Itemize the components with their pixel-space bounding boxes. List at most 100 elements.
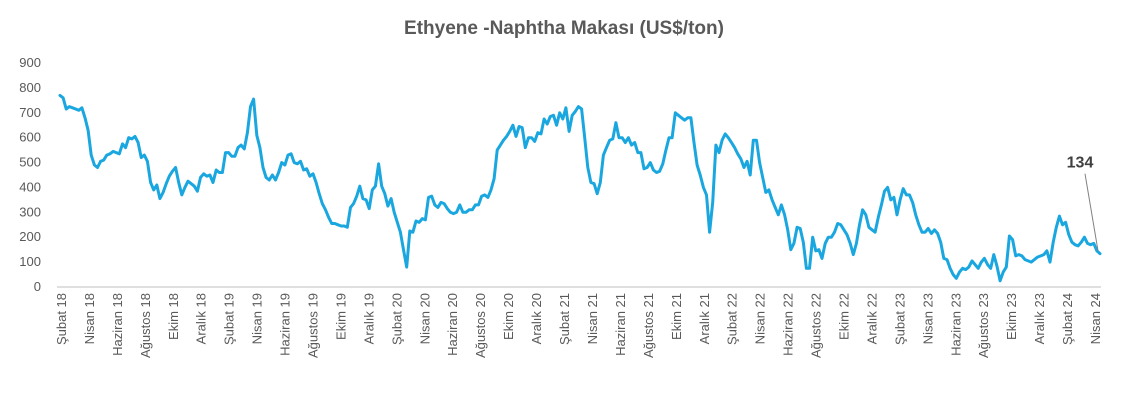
data-point	[433, 203, 436, 207]
data-point	[99, 160, 102, 163]
y-tick-label: 700	[19, 105, 41, 120]
data-point	[923, 231, 927, 234]
data-point	[555, 124, 558, 127]
data-point	[833, 231, 836, 234]
data-point	[489, 188, 493, 192]
data-point	[118, 152, 121, 155]
data-point	[955, 277, 958, 280]
data-point	[402, 248, 405, 251]
data-point	[942, 257, 945, 260]
data-point	[592, 182, 596, 185]
data-point	[736, 152, 739, 155]
x-axis-labels: Şubat 18 Nisan 18 Haziran 18 Ağustos 18 Ekim…	[54, 293, 1103, 358]
data-point	[236, 146, 240, 149]
data-point	[283, 163, 287, 167]
data-point	[792, 242, 796, 245]
data-point	[358, 185, 361, 188]
data-point	[661, 162, 664, 165]
data-point	[421, 217, 424, 220]
x-tick-label: Şubat 19	[222, 293, 237, 345]
x-tick-label: Aralık 18	[194, 293, 209, 344]
data-point	[658, 170, 661, 173]
data-point	[215, 168, 218, 172]
data-point	[883, 190, 886, 193]
x-tick-label: Ağustos 19	[306, 293, 321, 358]
data-point	[783, 213, 786, 216]
data-point	[492, 177, 496, 180]
data-point	[230, 155, 233, 158]
data-point	[667, 136, 671, 139]
data-point	[827, 236, 830, 239]
data-point	[692, 141, 696, 144]
data-point	[867, 226, 871, 229]
data-point	[480, 195, 483, 198]
data-point	[917, 223, 921, 226]
data-point	[855, 242, 858, 245]
data-point	[58, 94, 62, 97]
data-point	[539, 132, 543, 136]
data-point	[264, 176, 268, 179]
y-tick-label: 800	[19, 80, 41, 95]
data-point	[171, 170, 174, 173]
data-points	[58, 94, 1102, 282]
data-point	[811, 236, 814, 239]
data-point	[249, 105, 252, 108]
y-tick-label: 200	[19, 229, 41, 244]
data-point	[424, 218, 427, 221]
data-point	[608, 139, 611, 142]
data-point	[514, 135, 518, 138]
data-point	[274, 178, 277, 182]
data-point	[864, 213, 867, 216]
data-point	[549, 115, 552, 118]
data-point	[483, 193, 486, 197]
data-point	[127, 136, 130, 139]
data-point	[383, 192, 386, 195]
data-point	[714, 143, 718, 147]
x-tick-label: Haziran 23	[948, 293, 963, 356]
data-point	[845, 233, 849, 236]
data-point	[349, 206, 352, 209]
data-point	[140, 156, 143, 159]
data-point	[589, 181, 593, 184]
x-tick-label: Haziran 20	[445, 293, 460, 356]
data-point	[93, 163, 96, 167]
data-point	[233, 155, 237, 158]
data-point	[505, 135, 508, 138]
data-point	[536, 131, 539, 134]
data-point	[908, 193, 911, 197]
data-point	[992, 253, 995, 256]
data-point	[1045, 249, 1049, 253]
data-point	[149, 181, 152, 184]
data-point	[889, 198, 892, 202]
data-point	[224, 151, 227, 154]
data-point	[961, 267, 964, 270]
data-point	[858, 223, 861, 226]
y-tick-label: 500	[19, 155, 41, 170]
data-point	[305, 167, 308, 170]
data-point	[121, 142, 124, 146]
x-tick-label: Nisan 21	[585, 293, 600, 344]
data-point	[389, 197, 393, 200]
data-point	[193, 185, 196, 188]
data-point	[74, 107, 77, 111]
data-point	[1080, 241, 1083, 244]
data-point	[567, 130, 571, 133]
data-point	[155, 183, 158, 187]
data-point	[177, 181, 180, 184]
data-point	[627, 136, 630, 139]
data-point	[1073, 243, 1077, 246]
series-line	[58, 93, 1102, 283]
data-point	[795, 226, 799, 229]
data-point	[664, 148, 668, 152]
data-point	[221, 171, 224, 174]
x-tick-label: Ekim 23	[1004, 293, 1019, 340]
data-point	[208, 173, 212, 177]
data-point	[752, 139, 755, 142]
x-tick-label: Aralık 22	[864, 293, 879, 344]
x-tick-label: Şubat 24	[1060, 293, 1075, 345]
data-point	[508, 130, 511, 133]
data-point	[645, 166, 649, 169]
data-point	[730, 141, 733, 144]
data-point	[521, 126, 524, 129]
data-point	[71, 106, 74, 110]
